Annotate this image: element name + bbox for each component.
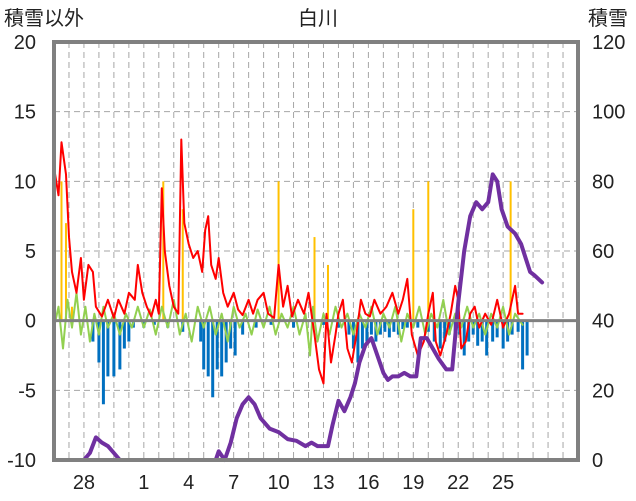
left-axis-title: 積雪以外	[4, 6, 84, 30]
blue-bar	[241, 320, 245, 335]
blue-bar	[416, 320, 420, 328]
blue-bar	[269, 320, 273, 325]
yellow-bar	[64, 223, 67, 321]
blue-bar	[202, 320, 206, 370]
gridlines	[53, 42, 578, 460]
blue-bar	[485, 320, 489, 356]
x-tick-label: 13	[312, 472, 334, 494]
blue-bar	[118, 320, 122, 370]
blue-bar	[447, 320, 451, 335]
x-tick-label: 28	[73, 472, 95, 494]
blue-bar	[383, 320, 387, 332]
line-series	[52, 138, 545, 462]
blue-bar	[467, 320, 471, 342]
blue-bar	[480, 320, 484, 342]
plot-border	[52, 40, 580, 462]
blue-bar	[501, 320, 505, 349]
blue-bar	[97, 320, 101, 363]
bar-series	[60, 181, 529, 405]
blue-bar	[106, 320, 110, 377]
x-tick-label: 1	[138, 472, 149, 494]
left-tick-label: 15	[14, 102, 36, 124]
plot-frame	[52, 40, 580, 462]
blue-bar	[392, 320, 396, 332]
yellow-bar	[427, 181, 430, 321]
blue-bar	[476, 320, 480, 346]
blue-bar	[321, 320, 325, 325]
chart-title: 白川	[298, 6, 338, 30]
purple-snow-depth-line	[52, 172, 545, 462]
x-tick-label: 16	[357, 472, 379, 494]
yellow-bar	[277, 181, 280, 321]
blue-bar	[101, 320, 105, 405]
right-axis-title: 積雪	[588, 6, 628, 30]
right-tick-label: 40	[592, 311, 614, 333]
blue-bar	[525, 320, 529, 356]
yellow-bar	[181, 209, 184, 321]
x-tick-label: 7	[228, 472, 239, 494]
blue-bar	[365, 320, 369, 342]
right-tick-label: 80	[592, 171, 614, 193]
x-tick-label: 10	[267, 472, 289, 494]
blue-bar	[356, 320, 360, 363]
blue-bar	[521, 320, 525, 370]
left-tick-label: 5	[25, 241, 36, 263]
blue-bar	[387, 320, 391, 338]
blue-bar	[199, 320, 203, 342]
blue-bar	[220, 320, 224, 377]
blue-bar	[206, 320, 210, 377]
blue-bar	[336, 320, 340, 328]
blue-bar	[211, 320, 215, 398]
right-tick-label: 60	[592, 241, 614, 263]
blue-bar	[292, 320, 296, 328]
left-tick-label: 20	[14, 32, 36, 54]
axis-tick-labels: -10 -5 0 5 10 15 20 0 20 40 60 80 100 120 28 1 4 7 10 13 16 1…	[7, 32, 625, 494]
right-tick-label: 0	[592, 450, 603, 472]
blue-bar	[491, 320, 495, 342]
yellow-bar	[60, 181, 63, 321]
blue-bar	[229, 320, 233, 349]
blue-bar	[224, 320, 228, 363]
left-tick-label: 0	[25, 311, 36, 333]
yellow-bar	[326, 264, 329, 321]
yellow-bar	[412, 209, 415, 321]
blue-bar	[254, 320, 258, 328]
blue-bar	[360, 320, 364, 349]
left-tick-label: -5	[18, 380, 36, 402]
left-tick-label: -10	[7, 450, 36, 472]
x-tick-label: 25	[492, 472, 514, 494]
blue-bar	[152, 320, 156, 325]
blue-bar	[405, 320, 409, 328]
blue-bar	[215, 320, 219, 370]
right-tick-label: 20	[592, 380, 614, 402]
x-tick-label: 22	[447, 472, 469, 494]
x-tick-label: 4	[183, 472, 194, 494]
left-tick-label: 10	[14, 171, 36, 193]
blue-bar	[112, 320, 116, 377]
blue-bar	[401, 320, 405, 330]
yellow-bar	[70, 306, 73, 321]
yellow-bar	[509, 181, 512, 321]
blue-bar	[443, 320, 447, 342]
blue-bar	[369, 320, 373, 335]
blue-bar	[233, 320, 237, 356]
x-tick-label: 19	[402, 472, 424, 494]
blue-bar	[127, 320, 131, 342]
blue-bar	[347, 320, 351, 335]
yellow-bar	[313, 237, 316, 321]
right-tick-label: 120	[592, 32, 625, 54]
blue-bar	[462, 320, 466, 356]
blue-bar	[122, 320, 126, 349]
blue-bar	[516, 320, 520, 332]
yellow-bar	[162, 181, 165, 321]
red-series-line	[53, 138, 524, 385]
right-tick-label: 100	[592, 102, 625, 124]
blue-bar	[91, 320, 95, 342]
blue-bar	[438, 320, 442, 349]
blue-bar	[495, 320, 499, 338]
green-series-line	[53, 291, 524, 357]
